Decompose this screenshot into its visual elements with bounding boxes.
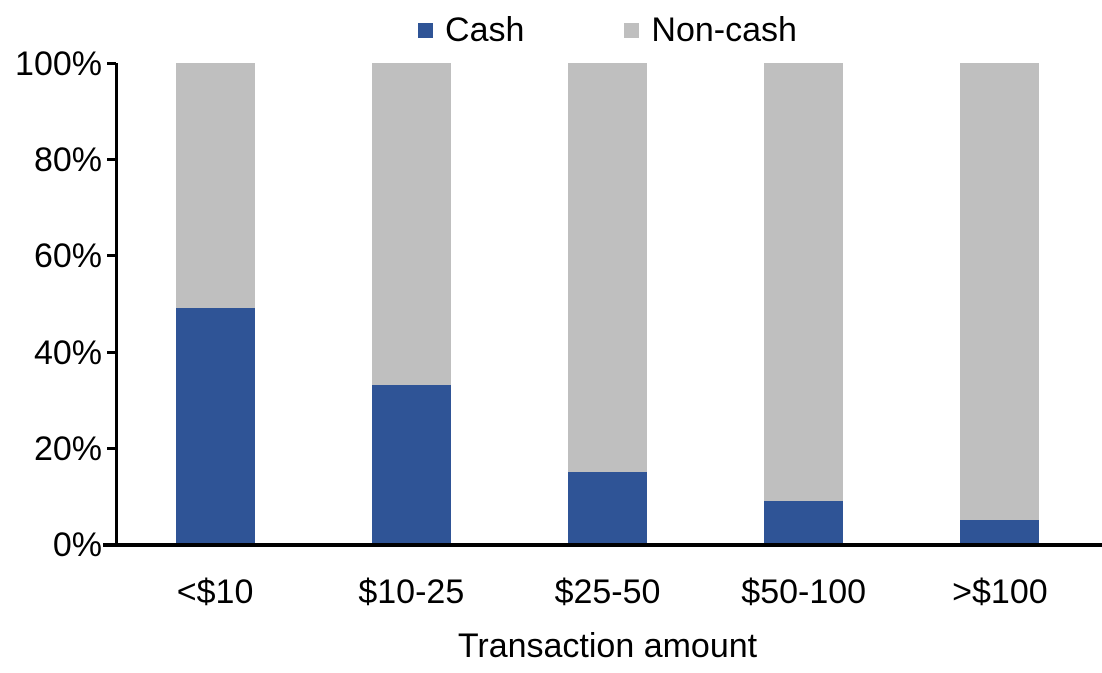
x-category-label: >$100 bbox=[952, 573, 1048, 611]
legend-label: Non-cash bbox=[651, 11, 797, 49]
y-tick-label: 80% bbox=[33, 141, 102, 180]
bar-segment-cash bbox=[568, 471, 647, 544]
y-tick-label: 20% bbox=[33, 429, 102, 468]
bar-segment-non-cash bbox=[371, 63, 451, 386]
x-axis-title: Transaction amount bbox=[457, 627, 758, 665]
x-category-label: $25-50 bbox=[554, 573, 661, 611]
y-tick-mark bbox=[107, 446, 116, 450]
y-tick-label: 60% bbox=[33, 237, 102, 276]
bar-segment-cash bbox=[764, 500, 844, 544]
y-tick-mark bbox=[107, 350, 116, 354]
x-category-label: <$10 bbox=[176, 573, 254, 611]
y-tick-mark bbox=[107, 62, 116, 65]
legend-swatch-icon bbox=[624, 22, 640, 38]
y-tick-label: 0% bbox=[52, 526, 102, 564]
bar-segment-cash bbox=[371, 385, 451, 544]
legend-item-non-cash: Non-cash bbox=[624, 10, 797, 50]
y-tick-label: 100% bbox=[15, 45, 102, 83]
legend-swatch-icon bbox=[418, 22, 434, 38]
y-tick-mark bbox=[107, 158, 116, 162]
x-category-label: $50-100 bbox=[741, 573, 867, 611]
bar-segment-non-cash bbox=[960, 63, 1040, 520]
plot-area bbox=[117, 63, 1098, 544]
y-tick-mark bbox=[107, 543, 116, 546]
legend-item-cash: Cash bbox=[418, 10, 524, 50]
legend: Cash Non-cash bbox=[117, 10, 1098, 50]
y-tick-label: 40% bbox=[33, 333, 102, 372]
y-axis-line bbox=[115, 63, 118, 547]
x-category-label: $10-25 bbox=[358, 573, 465, 611]
legend-label: Cash bbox=[445, 11, 525, 49]
x-axis-line bbox=[103, 543, 1102, 547]
bar-segment-cash bbox=[175, 308, 255, 544]
bar-segment-non-cash bbox=[764, 63, 844, 501]
bar-segment-non-cash bbox=[175, 63, 255, 309]
bar-segment-cash bbox=[960, 519, 1040, 544]
bar-segment-non-cash bbox=[568, 63, 647, 472]
y-tick-mark bbox=[107, 254, 116, 258]
